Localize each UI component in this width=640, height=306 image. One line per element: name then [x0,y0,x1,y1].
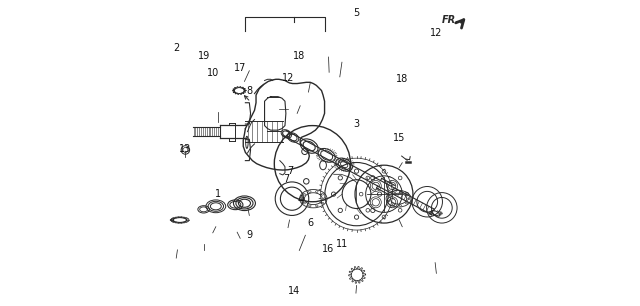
Text: 3: 3 [353,119,359,129]
Text: 13: 13 [179,144,191,154]
Text: 9: 9 [246,230,252,240]
Text: 4: 4 [297,195,303,205]
Text: 5: 5 [353,8,359,18]
Text: 14: 14 [288,286,300,296]
Text: 17: 17 [234,63,246,73]
Text: FR.: FR. [442,16,460,25]
Text: 18: 18 [396,74,408,84]
Text: 19: 19 [198,51,210,61]
Text: 1: 1 [215,189,221,199]
Text: 6: 6 [307,218,314,228]
Text: 12: 12 [282,73,294,83]
Text: 18: 18 [293,50,305,61]
Text: 7: 7 [287,166,293,176]
Text: 15: 15 [393,133,405,144]
Text: 2: 2 [173,43,179,53]
Text: 7: 7 [283,174,289,184]
Text: 11: 11 [336,239,348,249]
Text: 10: 10 [207,68,219,78]
Text: 8: 8 [246,86,252,95]
Text: 12: 12 [430,28,442,38]
Text: 16: 16 [323,244,335,254]
